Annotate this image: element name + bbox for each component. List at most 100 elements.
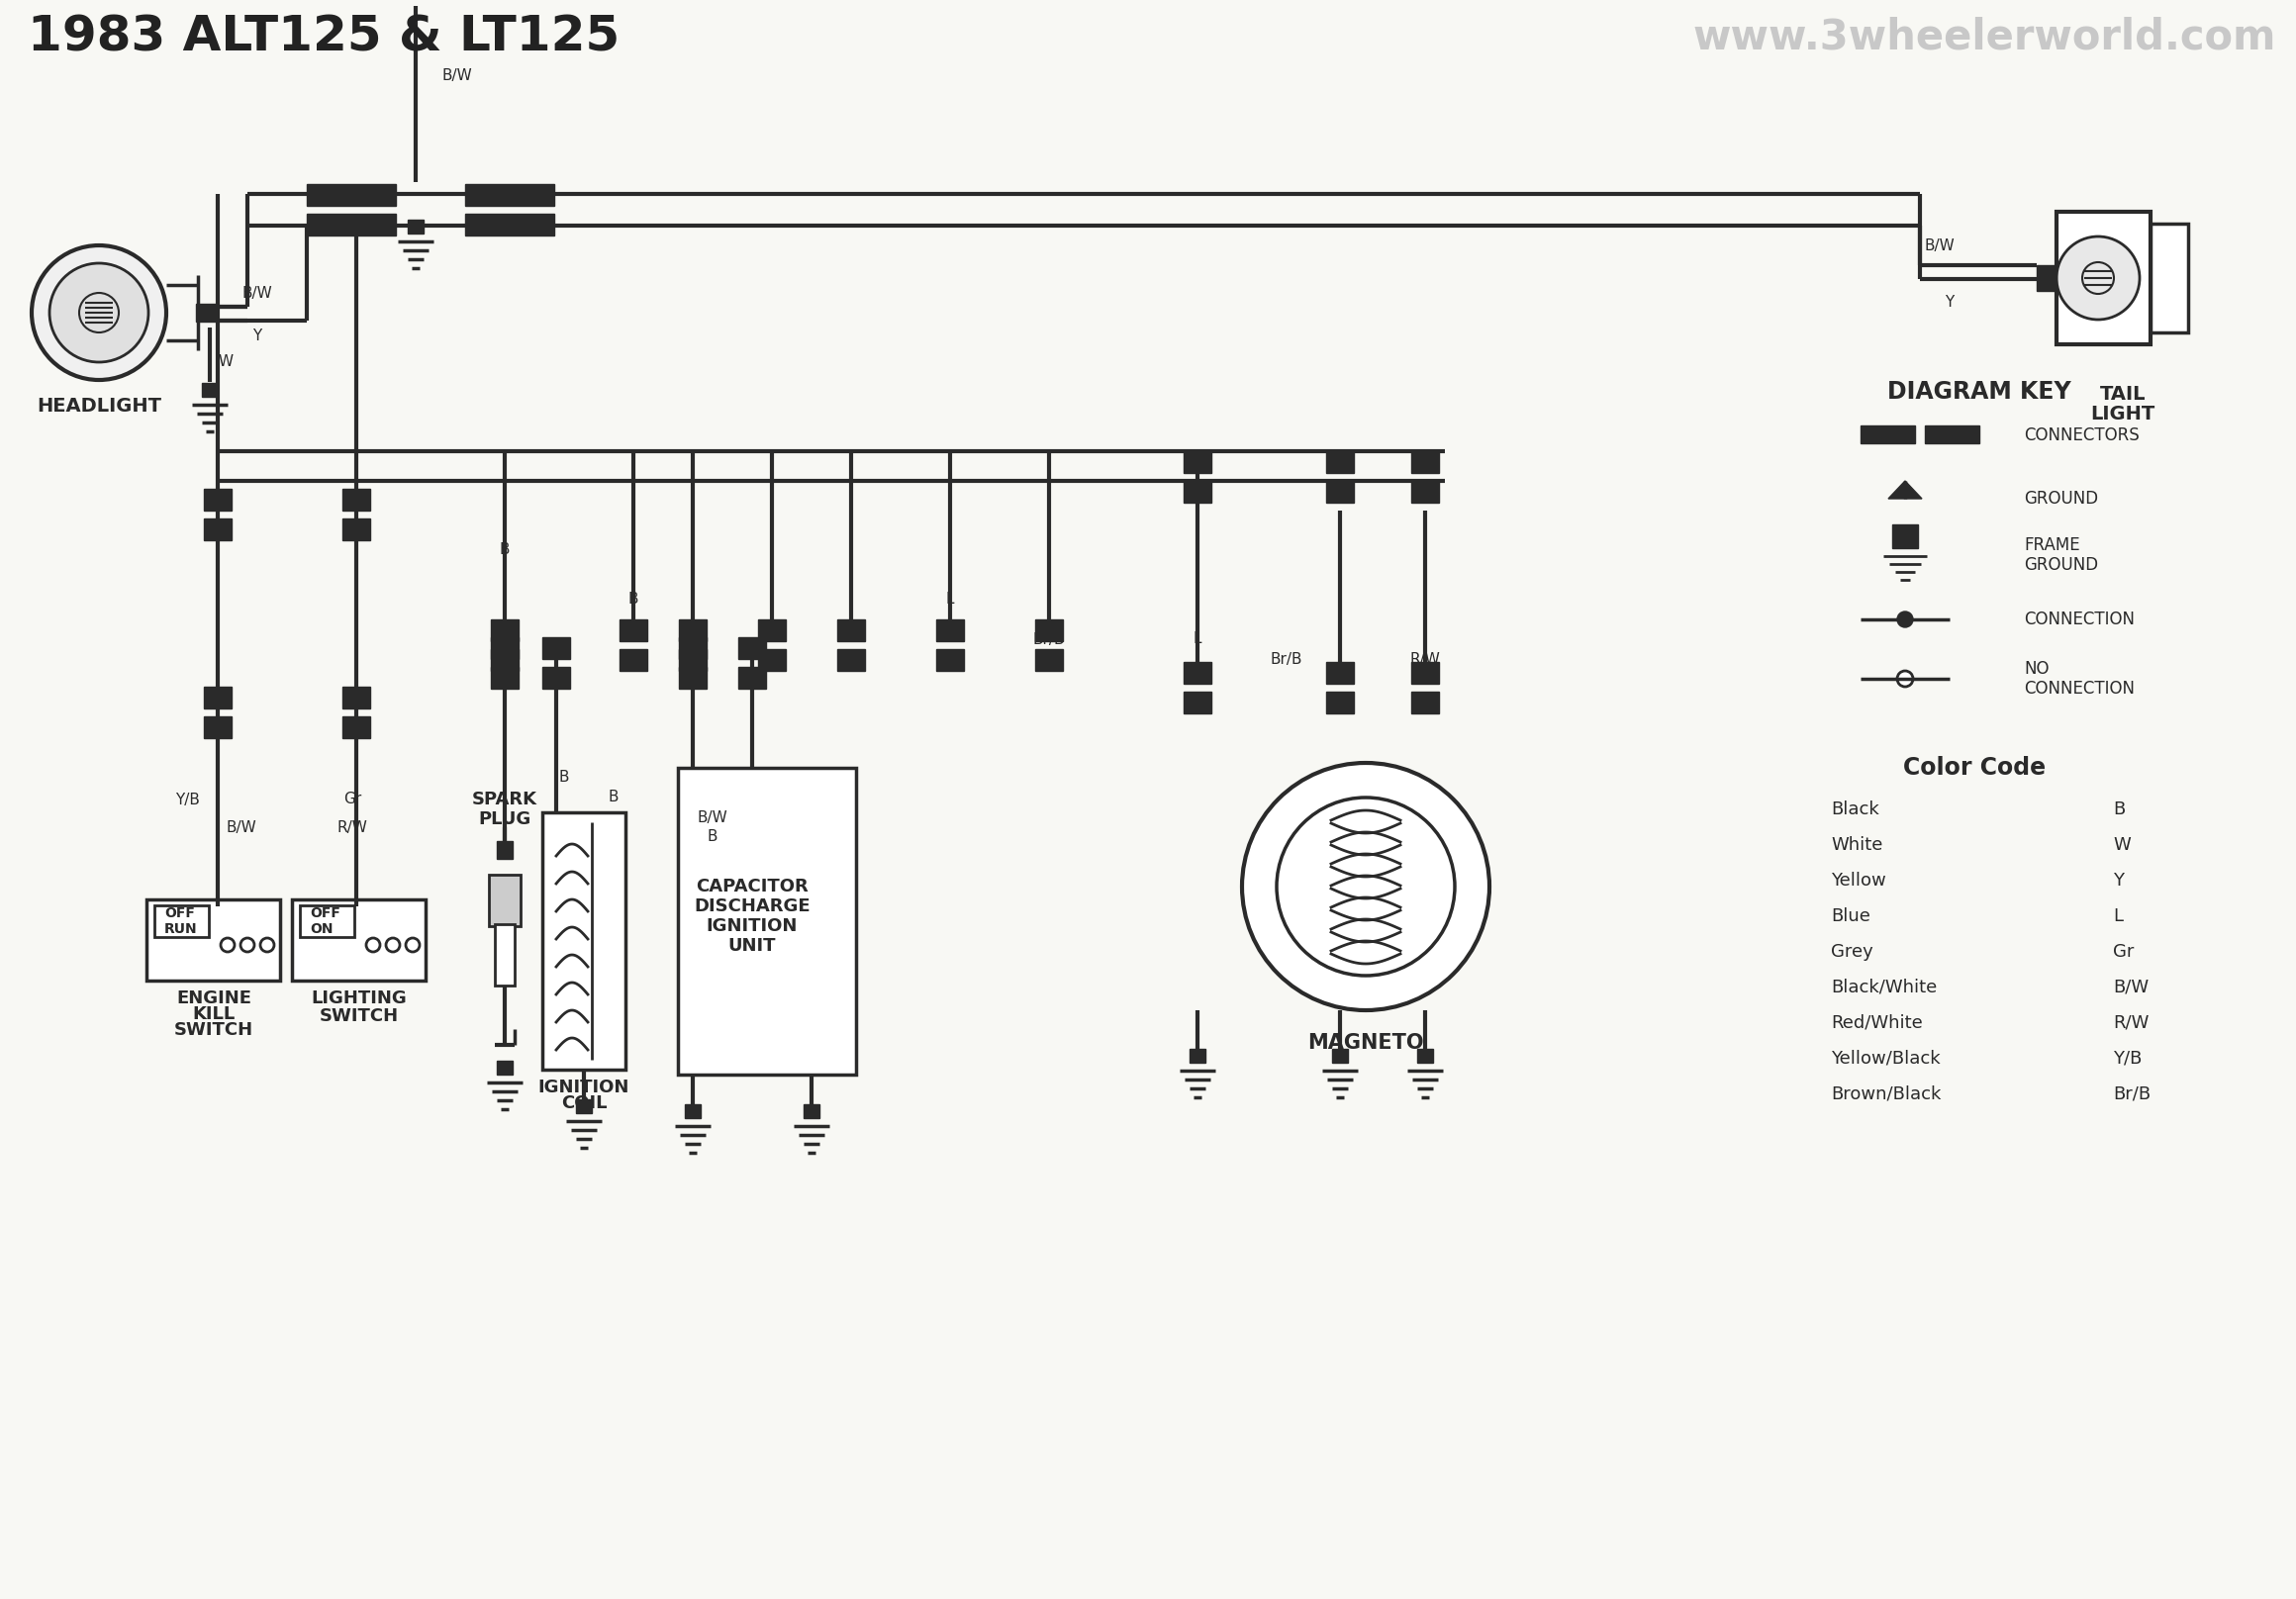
Bar (684, 1105, 700, 1118)
Bar (204, 686, 232, 708)
Bar (739, 638, 767, 659)
Text: MAGNETO: MAGNETO (1309, 1033, 1424, 1052)
Text: W: W (2112, 836, 2131, 854)
Text: Y/B: Y/B (174, 792, 200, 807)
Text: DIAGRAM KEY: DIAGRAM KEY (1887, 381, 2071, 403)
Circle shape (220, 939, 234, 951)
Bar (838, 649, 866, 672)
Circle shape (32, 245, 165, 381)
Text: DISCHARGE: DISCHARGE (693, 897, 810, 915)
Bar (342, 686, 370, 708)
Bar (1924, 425, 1979, 443)
Text: SWITCH: SWITCH (174, 1022, 253, 1039)
Bar (1860, 425, 1915, 443)
Text: Br/B: Br/B (2112, 1086, 2151, 1103)
Bar (1417, 1049, 1433, 1063)
Text: COIL: COIL (560, 1094, 606, 1113)
Text: W: W (218, 355, 234, 369)
Bar (680, 667, 707, 689)
Circle shape (386, 939, 400, 951)
Text: B: B (501, 542, 510, 558)
Bar (1332, 1049, 1348, 1063)
Bar (491, 619, 519, 641)
Text: TAIL: TAIL (2101, 384, 2147, 403)
Bar (308, 214, 395, 235)
Text: OFF: OFF (310, 907, 340, 919)
Circle shape (259, 939, 273, 951)
Text: Y: Y (1945, 296, 1954, 310)
Text: R/W: R/W (2112, 1014, 2149, 1031)
Text: NO
CONNECTION: NO CONNECTION (2023, 659, 2135, 699)
Circle shape (2057, 237, 2140, 320)
Bar (195, 304, 216, 321)
Text: B: B (608, 790, 620, 804)
Text: B: B (2112, 801, 2126, 819)
Bar (466, 184, 553, 206)
Text: Y: Y (2112, 871, 2124, 889)
Circle shape (51, 264, 149, 361)
Bar (542, 638, 569, 659)
Bar (620, 619, 647, 641)
Bar (292, 899, 425, 980)
Text: HEADLIGHT: HEADLIGHT (37, 397, 161, 416)
Circle shape (1277, 798, 1456, 975)
Circle shape (365, 939, 381, 951)
Bar (491, 649, 519, 672)
Text: Color Code: Color Code (1903, 756, 2046, 780)
Circle shape (1896, 611, 1913, 627)
Bar (1327, 692, 1355, 713)
Bar (758, 649, 785, 672)
Bar (491, 638, 519, 659)
Text: FRAME
GROUND: FRAME GROUND (2023, 536, 2099, 574)
Text: ENGINE: ENGINE (177, 990, 250, 1007)
Bar (680, 619, 707, 641)
Text: Y/B: Y/B (2112, 1051, 2142, 1068)
Text: Gr: Gr (344, 792, 360, 807)
Bar (491, 667, 519, 689)
Text: B/W: B/W (698, 809, 728, 825)
Bar (204, 518, 232, 540)
Bar (739, 667, 767, 689)
Text: www.3wheelerworld.com: www.3wheelerworld.com (1692, 18, 2275, 59)
Bar (342, 716, 370, 739)
Bar (838, 619, 866, 641)
Bar (1185, 662, 1212, 684)
Bar (937, 619, 964, 641)
Text: PLUG: PLUG (478, 811, 530, 828)
Text: KILL: KILL (193, 1006, 234, 1023)
Text: Yellow/Black: Yellow/Black (1830, 1051, 1940, 1068)
Circle shape (1896, 672, 1913, 686)
Bar (204, 716, 232, 739)
Bar (202, 382, 218, 397)
Text: Red/White: Red/White (1830, 1014, 1922, 1031)
Bar (154, 905, 209, 937)
Bar (1412, 662, 1440, 684)
Text: GROUND: GROUND (2023, 489, 2099, 507)
Text: SWITCH: SWITCH (319, 1007, 400, 1025)
Bar (680, 638, 707, 659)
Bar (542, 667, 569, 689)
Text: CONNECTION: CONNECTION (2023, 611, 2135, 628)
Bar (576, 1100, 592, 1113)
Text: UNIT: UNIT (728, 937, 776, 955)
Text: L: L (1194, 632, 1201, 646)
Bar (409, 219, 422, 233)
Bar (204, 489, 232, 510)
Text: L: L (946, 592, 955, 608)
Bar (758, 619, 785, 641)
Text: B/W: B/W (2112, 979, 2149, 996)
Bar (1189, 1049, 1205, 1063)
Circle shape (1242, 763, 1490, 1011)
Text: Black/White: Black/White (1830, 979, 1938, 996)
Bar (1327, 662, 1355, 684)
Bar (2037, 265, 2057, 291)
Text: R/W: R/W (338, 820, 367, 835)
Text: White: White (1830, 836, 1883, 854)
Bar (1412, 692, 1440, 713)
Bar (496, 924, 514, 985)
Text: B/W: B/W (225, 820, 257, 835)
Bar (466, 214, 553, 235)
Bar (308, 184, 395, 206)
Text: Br/B: Br/B (1270, 651, 1302, 667)
Text: CONNECTORS: CONNECTORS (2023, 427, 2140, 445)
